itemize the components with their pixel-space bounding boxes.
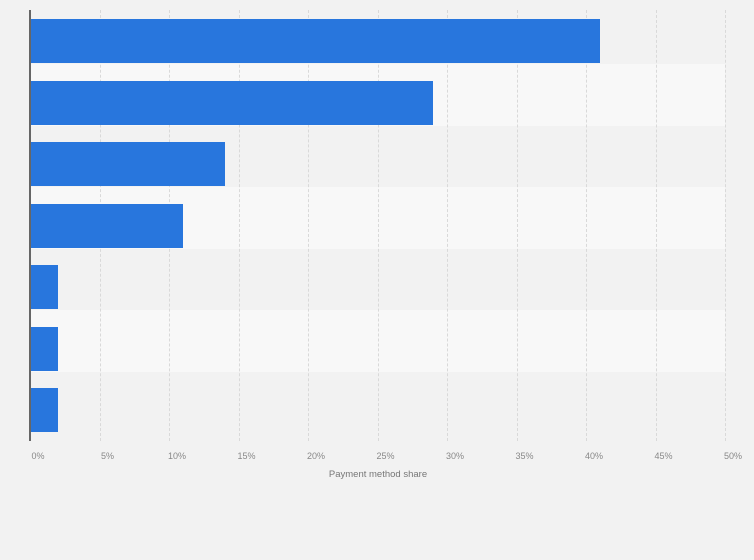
x-tick-label: 25% xyxy=(376,451,395,461)
bar[interactable] xyxy=(30,203,183,248)
gridline xyxy=(516,10,518,441)
bar[interactable] xyxy=(30,142,225,187)
bar[interactable] xyxy=(30,265,58,310)
bar[interactable] xyxy=(30,80,434,125)
gridline xyxy=(377,10,379,441)
x-tick-label: 5% xyxy=(100,451,115,461)
x-tick-label: 30% xyxy=(445,451,465,461)
x-axis-label: Payment method share xyxy=(328,469,428,480)
bar[interactable] xyxy=(30,19,600,63)
x-tick-label: 15% xyxy=(237,451,256,461)
gridline xyxy=(655,10,657,441)
gridline xyxy=(238,10,240,441)
x-tick-label: 35% xyxy=(515,451,534,461)
gridline xyxy=(725,10,726,441)
x-tick-label: 40% xyxy=(584,451,604,461)
gridline xyxy=(586,10,587,441)
x-tick-label: 20% xyxy=(306,451,326,461)
x-tick-label: 45% xyxy=(654,451,673,461)
y-axis-line xyxy=(29,10,31,441)
bar[interactable] xyxy=(30,388,58,433)
plot-area xyxy=(30,10,726,441)
gridline xyxy=(308,10,309,441)
gridline xyxy=(447,10,448,441)
bar[interactable] xyxy=(30,326,58,371)
x-tick-label: 50% xyxy=(723,451,743,461)
x-tick-label: 0% xyxy=(31,451,45,461)
x-tick-label: 10% xyxy=(167,451,187,461)
